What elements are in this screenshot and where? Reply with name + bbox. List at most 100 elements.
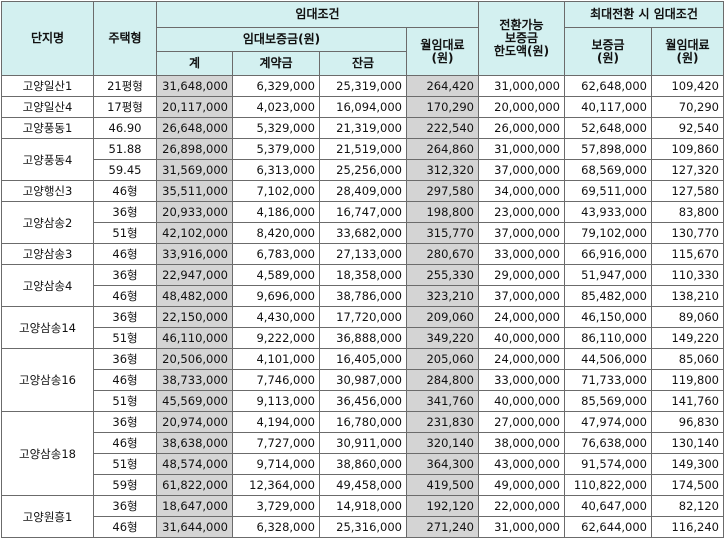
max-deposit-cell: 40,117,000 — [564, 96, 652, 118]
deposit-contract-cell: 9,113,000 — [232, 390, 320, 412]
deposit-total-cell: 48,482,000 — [156, 285, 233, 307]
complex-name-cell: 고양삼송3 — [1, 243, 94, 265]
deposit-balance-cell: 16,780,000 — [319, 411, 407, 433]
max-monthly-cell: 130,140 — [651, 432, 724, 454]
max-monthly-cell: 89,060 — [651, 306, 724, 328]
deposit-contract-cell: 8,420,000 — [232, 222, 320, 244]
deposit-contract-cell: 4,023,000 — [232, 96, 320, 118]
type-cell: 36형 — [93, 411, 157, 433]
deposit-total-cell: 18,647,000 — [156, 495, 233, 517]
table-row: 51형 48,574,000 9,714,000 38,860,000 364,300 4… — [2, 453, 724, 475]
monthly-rent-cell: 349,220 — [406, 327, 479, 349]
table-row: 51형 46,110,000 9,222,000 36,888,000 349,220 4… — [2, 327, 724, 349]
deposit-contract-cell: 6,783,000 — [232, 243, 320, 265]
header-conversion-limit: 전환가능 보증금 한도액(원) — [478, 1, 565, 76]
type-cell: 46형 — [93, 243, 157, 265]
deposit-balance-cell: 16,094,000 — [319, 96, 407, 118]
complex-name-cell: 고양삼송2 — [1, 201, 94, 244]
max-deposit-cell: 110,822,000 — [564, 474, 652, 496]
conversion-limit-cell: 27,000,000 — [478, 411, 565, 433]
table-row: 고양일산1 21평형 31,648,000 6,329,000 25,319,000 26… — [1, 75, 724, 97]
conversion-limit-cell: 29,000,000 — [478, 264, 565, 286]
complex-name-cell: 고양풍동1 — [1, 117, 94, 139]
header-deposit: 임대보증금(원) — [156, 27, 407, 52]
max-monthly-cell: 110,330 — [651, 264, 724, 286]
table-body: 고양일산1 21평형 31,648,000 6,329,000 25,319,000 26… — [1, 75, 724, 538]
max-deposit-cell: 85,569,000 — [564, 390, 652, 412]
max-deposit-cell: 51,947,000 — [564, 264, 652, 286]
conversion-limit-cell: 22,000,000 — [478, 495, 565, 517]
max-deposit-cell: 76,638,000 — [564, 432, 652, 454]
max-deposit-cell: 79,102,000 — [564, 222, 652, 244]
monthly-rent-cell: 205,060 — [406, 348, 479, 370]
deposit-balance-cell: 30,987,000 — [319, 369, 407, 391]
deposit-balance-cell: 25,256,000 — [319, 159, 407, 181]
monthly-rent-cell: 264,420 — [406, 75, 479, 97]
deposit-total-cell: 22,947,000 — [156, 264, 233, 286]
deposit-contract-cell: 4,430,000 — [232, 306, 320, 328]
deposit-total-cell: 35,511,000 — [156, 180, 233, 202]
max-monthly-cell: 109,420 — [651, 75, 724, 97]
max-monthly-cell: 119,800 — [651, 369, 724, 391]
deposit-contract-cell: 7,727,000 — [232, 432, 320, 454]
deposit-total-cell: 22,150,000 — [156, 306, 233, 328]
type-cell: 36형 — [93, 306, 157, 328]
type-cell: 36형 — [93, 348, 157, 370]
deposit-contract-cell: 7,746,000 — [232, 369, 320, 391]
type-cell: 51형 — [93, 327, 157, 349]
monthly-rent-cell: 198,800 — [406, 201, 479, 223]
deposit-contract-cell: 4,101,000 — [232, 348, 320, 370]
deposit-total-cell: 26,898,000 — [156, 138, 233, 160]
deposit-balance-cell: 16,405,000 — [319, 348, 407, 370]
table-row: 고양풍동4 51.88 26,898,000 5,379,000 21,519,000 2… — [1, 138, 724, 181]
type-cell: 36형 — [93, 264, 157, 286]
deposit-total-cell: 20,974,000 — [156, 411, 233, 433]
deposit-total-cell: 38,638,000 — [156, 432, 233, 454]
conversion-limit-cell: 23,000,000 — [478, 201, 565, 223]
complex-name-cell: 고양삼송18 — [1, 411, 94, 496]
max-monthly-cell: 85,060 — [651, 348, 724, 370]
table-row: 고양삼송16 36형 20,506,000 4,101,000 16,405,000 20… — [1, 348, 724, 412]
max-deposit-cell: 43,933,000 — [564, 201, 652, 223]
complex-name-cell: 고양일산1 — [1, 75, 94, 97]
max-monthly-cell: 149,220 — [651, 327, 724, 349]
deposit-contract-cell: 4,186,000 — [232, 201, 320, 223]
complex-name-cell: 고양삼송16 — [1, 348, 94, 412]
table-row: 51형 42,102,000 8,420,000 33,682,000 315,770 3… — [2, 222, 724, 244]
deposit-balance-cell: 49,458,000 — [319, 474, 407, 496]
monthly-rent-cell: 364,300 — [406, 453, 479, 475]
table-row: 46형 31,644,000 6,328,000 25,316,000 271,240 3… — [2, 516, 724, 538]
deposit-balance-cell: 27,133,000 — [319, 243, 407, 265]
monthly-rent-cell: 192,120 — [406, 495, 479, 517]
monthly-rent-cell: 315,770 — [406, 222, 479, 244]
complex-name-cell: 고양원흥1 — [1, 495, 94, 538]
table-row: 고양삼송2 36형 20,933,000 4,186,000 16,747,000 198… — [1, 201, 724, 244]
deposit-total-cell: 31,648,000 — [156, 75, 233, 97]
type-cell: 59.45 — [93, 159, 157, 181]
deposit-contract-cell: 3,729,000 — [232, 495, 320, 517]
max-monthly-cell: 82,120 — [651, 495, 724, 517]
max-deposit-cell: 71,733,000 — [564, 369, 652, 391]
type-cell: 46형 — [93, 285, 157, 307]
conversion-limit-cell: 20,000,000 — [478, 96, 565, 118]
max-deposit-cell: 44,506,000 — [564, 348, 652, 370]
table-row: 51형 45,569,000 9,113,000 36,456,000 341,760 4… — [2, 390, 724, 412]
max-deposit-cell: 85,482,000 — [564, 285, 652, 307]
type-cell: 21평형 — [93, 75, 157, 97]
conversion-limit-cell: 26,000,000 — [478, 117, 565, 139]
monthly-rent-cell: 209,060 — [406, 306, 479, 328]
monthly-rent-cell: 312,320 — [406, 159, 479, 181]
max-deposit-cell: 62,644,000 — [564, 516, 652, 538]
max-monthly-cell: 174,500 — [651, 474, 724, 496]
type-cell: 17평형 — [93, 96, 157, 118]
monthly-rent-cell: 284,800 — [406, 369, 479, 391]
max-deposit-cell: 68,569,000 — [564, 159, 652, 181]
deposit-total-cell: 38,733,000 — [156, 369, 233, 391]
conversion-limit-cell: 31,000,000 — [478, 516, 565, 538]
deposit-contract-cell: 6,329,000 — [232, 75, 320, 97]
type-cell: 46형 — [93, 432, 157, 454]
deposit-balance-cell: 30,911,000 — [319, 432, 407, 454]
conversion-limit-cell: 43,000,000 — [478, 453, 565, 475]
max-deposit-cell: 57,898,000 — [564, 138, 652, 160]
max-monthly-cell: 109,860 — [651, 138, 724, 160]
